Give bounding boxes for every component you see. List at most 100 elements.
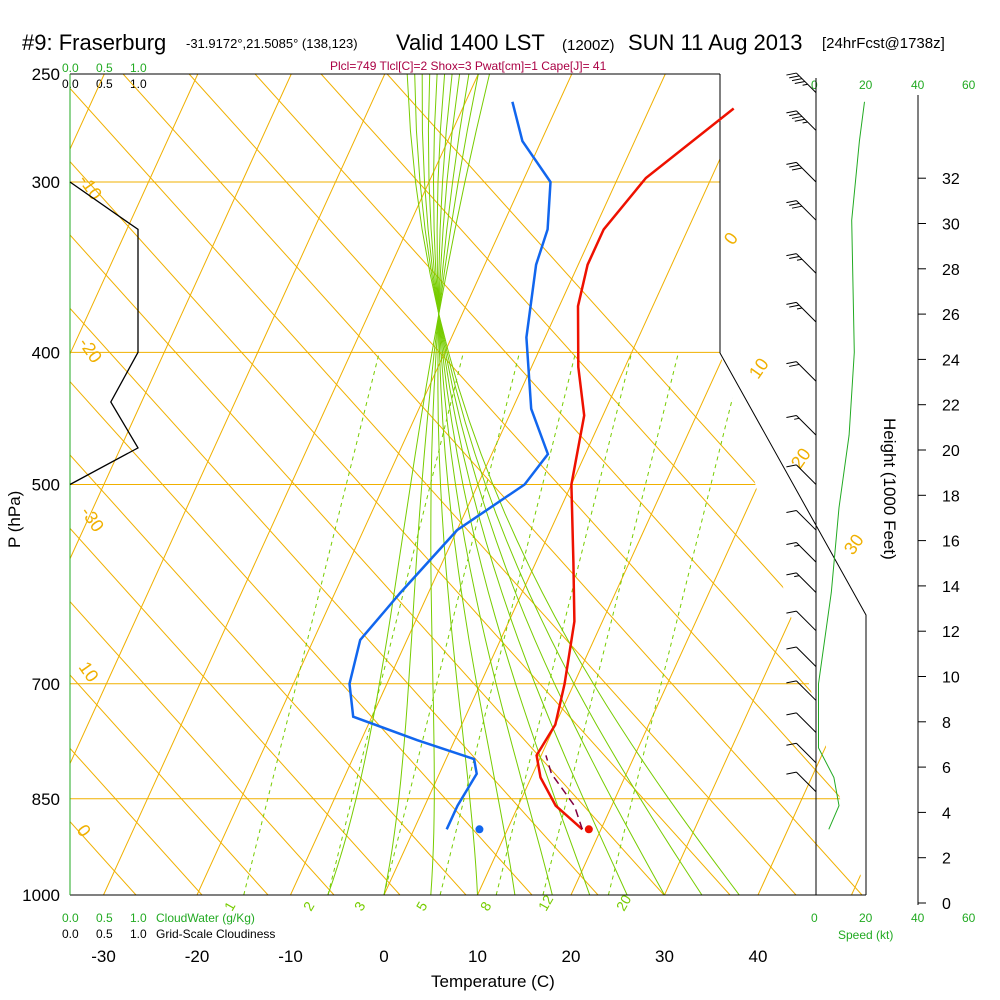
dry-adiabat-line [70, 74, 401, 895]
wind-barb-half [794, 544, 800, 547]
mixing-ratio-line [327, 352, 464, 895]
chart-layers: 0246810121416182022242628303225030040050… [0, 65, 960, 966]
isotherm-label: -10 [75, 171, 106, 204]
wind-barb-half [796, 258, 803, 261]
wind-barb-flag [786, 253, 797, 257]
cloudwater-tick-bottom: 0.0 [62, 911, 79, 925]
temperature-tick-label: -30 [91, 947, 116, 966]
wind-barb-flag [786, 742, 797, 746]
surface-dewpoint-dot [475, 825, 484, 834]
wind-barb-flag [789, 113, 800, 117]
y-axis-label: P (hPa) [5, 491, 24, 548]
dry-adiabat-line [70, 74, 731, 895]
series-dewpoint-line [348, 101, 552, 830]
cloudiness-tick-top: 0.0 [62, 77, 79, 91]
dry-adiabat-line [70, 74, 269, 895]
wind-barb-staff [796, 361, 817, 382]
height-tick-label: 22 [942, 398, 960, 415]
dry-adiabat-line [70, 74, 533, 895]
wind-barb-flag [786, 415, 797, 419]
height-tick-label: 14 [942, 579, 960, 596]
pressure-tick-label: 400 [32, 343, 60, 362]
series-cloudiness-line [69, 181, 139, 486]
cloudwater-tick-top: 0.0 [62, 61, 79, 75]
wind-barb-staff [796, 680, 817, 701]
wind-barb-half [794, 417, 800, 420]
wind-barb-half [796, 307, 803, 310]
wind-barb-staff [796, 742, 817, 764]
mixing-ratio-label: 2 [300, 899, 318, 914]
height-tick-label: 28 [942, 262, 960, 279]
wind-barb-half [802, 83, 808, 86]
speed-tick-bottom: 20 [859, 911, 873, 925]
wind-barb-staff [796, 610, 817, 632]
speed-tick-bottom: 40 [911, 911, 925, 925]
height-tick-label: 20 [942, 443, 960, 460]
indices-line: Plcl=749 Tlcl[C]=2 Shox=3 Pwat[cm]=1 Cap… [330, 59, 607, 73]
temperature-tick-label: 10 [468, 947, 487, 966]
height-axis-label: Height (1000 Feet) [880, 418, 899, 560]
wind-barb-staff [796, 72, 817, 94]
temperature-tick-label: 0 [379, 947, 388, 966]
mixing-ratio-label: 3 [351, 899, 369, 914]
mixing-ratio-line [607, 352, 745, 895]
temperature-tick-label: 20 [562, 947, 581, 966]
height-tick-label: 6 [942, 760, 951, 777]
speed-tick-top: 20 [859, 78, 873, 92]
isotherm-label: 0 [720, 229, 742, 249]
isotherm-line [851, 74, 866, 895]
isotherm-line [0, 74, 11, 895]
mixing-ratio-line [243, 352, 380, 895]
mixing-ratio-line [495, 352, 633, 895]
isotherm-label: -30 [77, 503, 108, 536]
wind-barb-flag [794, 80, 805, 84]
height-tick-label: 4 [942, 805, 951, 822]
dry-adiabat-line [188, 74, 866, 895]
wind-barb-staff [796, 646, 817, 667]
temperature-tick-label: 30 [655, 947, 674, 966]
wind-barb-flag [786, 771, 797, 775]
wind-barb-flag [794, 118, 805, 122]
height-tick-label: 32 [942, 171, 960, 188]
height-tick-label: 8 [942, 715, 951, 732]
wind-barb-staff [796, 542, 817, 563]
wind-barb-staff [796, 712, 817, 733]
wind-barb-flag [786, 464, 797, 468]
dry-adiabat-line [254, 74, 866, 895]
speed-label: Speed (kt) [838, 928, 893, 942]
grid-layer [0, 74, 866, 895]
isotherm-line [103, 74, 479, 895]
cloudwater-tick-bottom: 0.5 [96, 911, 113, 925]
wind-barb-flag [786, 542, 797, 545]
surface-temperature-dot [584, 825, 593, 834]
cloudwater-tick-bottom: 1.0 [130, 911, 147, 925]
wind-barb-flag [791, 78, 803, 82]
x-axis-label: Temperature (C) [431, 972, 555, 991]
speed-tick-bottom: 60 [962, 911, 976, 925]
wind-barb-staff [796, 464, 817, 485]
height-tick-label: 12 [942, 624, 960, 641]
wind-barb-flag [786, 161, 797, 165]
cloudiness-tick-bottom: 0.0 [62, 927, 79, 941]
mixing-ratio-label: 12 [535, 892, 557, 914]
mixing-ratio-line [383, 352, 521, 895]
utc-time: (1200Z) [562, 37, 615, 54]
wind-barb-flag [789, 202, 800, 206]
cloudiness-tick-top: 0.5 [96, 77, 113, 91]
mixing-ratio-label: 20 [613, 892, 635, 914]
plot-frame-right [719, 74, 867, 895]
forecast-info: [24hrFcst@1738z] [822, 35, 945, 52]
wind-barb-staff [796, 415, 817, 436]
wind-barb-flag [791, 115, 803, 119]
isotherm-label: 20 [787, 444, 815, 472]
wind-barb-flag [786, 72, 797, 76]
speed-tick-bottom: 0 [811, 911, 818, 925]
height-tick-label: 16 [942, 534, 960, 551]
isotherm-label: 10 [745, 354, 773, 382]
isotherm-line [70, 74, 199, 895]
isotherm-line [70, 74, 386, 895]
height-tick-label: 24 [942, 352, 960, 369]
cloudwater-tick-top: 1.0 [130, 61, 147, 75]
series-temperature-line [535, 107, 735, 831]
